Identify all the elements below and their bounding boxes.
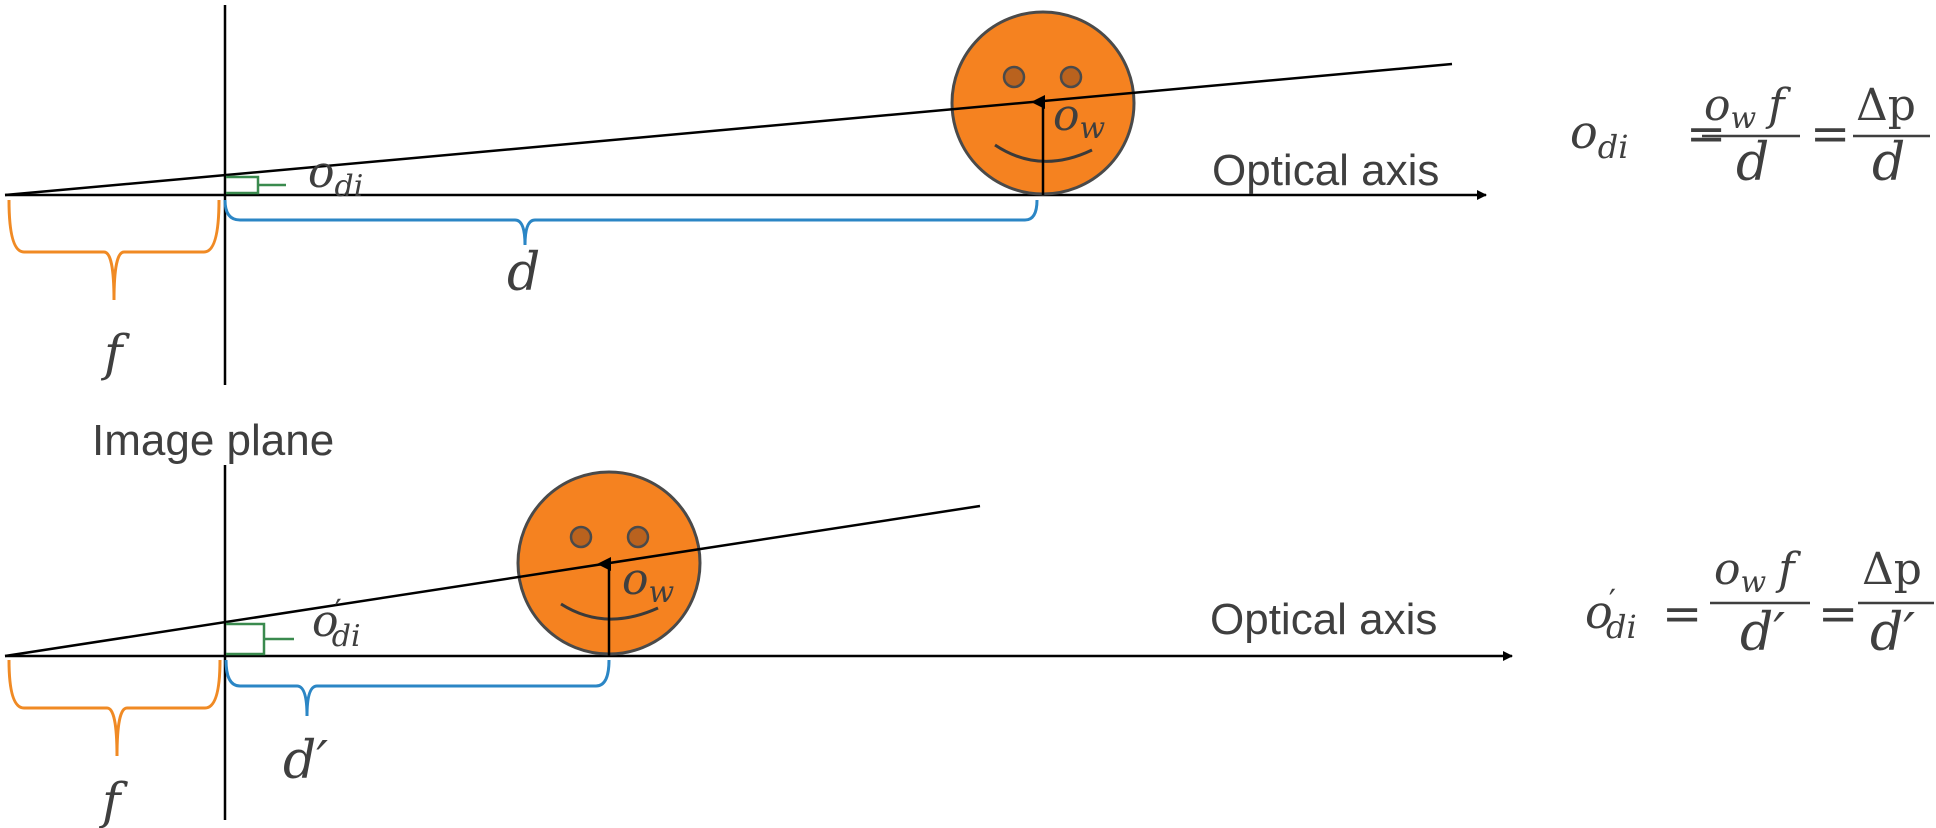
- ray-top: [4, 62, 1453, 197]
- smile: [560, 602, 659, 621]
- svg-text:d: d: [1872, 133, 1905, 193]
- focal-brace-top: [7, 199, 221, 301]
- distance-brace-bottom: [224, 659, 611, 717]
- left-eye: [1002, 65, 1026, 89]
- svg-text:=: =: [1686, 106, 1726, 162]
- svg-text:d: d: [1736, 133, 1769, 193]
- focal-brace-bottom: [7, 659, 222, 757]
- ray-bottom: [4, 504, 981, 658]
- svg-text:odi: odi: [1570, 105, 1628, 166]
- odi-prime-label-bottom: o′ di: [312, 592, 361, 654]
- d-prime-label-bottom: d′: [283, 731, 328, 791]
- image-height-brace-top: [226, 175, 286, 195]
- left-eye: [569, 525, 593, 549]
- f-label-bottom: f: [98, 772, 128, 828]
- svg-text:o′di: o′ di: [1585, 582, 1637, 646]
- svg-text:owf: ow f: [1704, 80, 1791, 136]
- optical-axis-label-bottom: Optical axis: [1210, 595, 1437, 644]
- svg-text:Δp: Δp: [1856, 80, 1916, 131]
- f-label-top: f: [100, 324, 130, 382]
- svg-text:=: =: [1818, 586, 1858, 642]
- image-height-brace-bottom: [226, 622, 294, 656]
- svg-text:d′: d′: [1870, 603, 1915, 663]
- ow-label-bottom: ow: [622, 554, 675, 610]
- equation-top: odi = ow f d = Δp d: [1570, 80, 1930, 193]
- svg-text:Δp: Δp: [1862, 544, 1922, 595]
- bottom-scene: Optical axis ow o′ di f d′ o′ d: [4, 470, 1934, 828]
- top-scene: Optical axis ow odi f d odi: [4, 10, 1930, 382]
- distance-brace-top: [223, 199, 1039, 246]
- optical-axis-label-top: Optical axis: [1212, 146, 1439, 195]
- svg-text:=: =: [1662, 586, 1702, 642]
- image-plane-label: Image plane: [92, 416, 334, 465]
- odi-label-top: odi: [308, 147, 363, 204]
- svg-text:d′: d′: [1740, 603, 1785, 663]
- right-eye: [626, 525, 650, 549]
- right-eye: [1059, 65, 1083, 89]
- svg-text:=: =: [1810, 106, 1850, 162]
- ow-label-top: ow: [1053, 90, 1106, 146]
- svg-text:owf: ow f: [1714, 544, 1801, 600]
- d-label-top: d: [507, 243, 540, 303]
- equation-bottom: o′ di = ow f d′ = Δp d′: [1585, 544, 1934, 663]
